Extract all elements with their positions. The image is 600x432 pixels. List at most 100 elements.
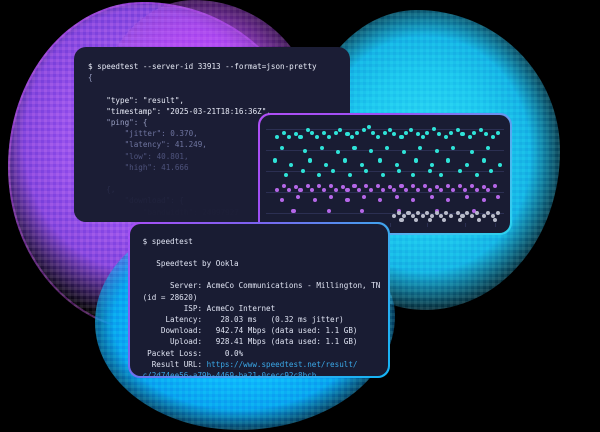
chart-data-point-latency xyxy=(415,210,420,215)
chart-data-point-upload xyxy=(328,183,334,188)
chart-data-point-download xyxy=(371,131,376,136)
chart-data-point-download xyxy=(324,162,329,167)
chart-data-point-upload xyxy=(352,183,357,188)
result-url-link[interactable]: c/2d74ee56-a79b-4469-ba21-0cecc92c8bcb xyxy=(142,371,317,377)
chart-x-tick xyxy=(389,223,391,228)
result-line: c/2d74ee56-a79b-4469-ba21-0cecc92c8bcb xyxy=(143,370,389,376)
chart-data-point-latency xyxy=(439,213,444,219)
result-line: Latency: 28.03 ms (0.32 ms jitter) xyxy=(143,314,389,325)
json-line: "type": "result", xyxy=(88,95,185,105)
chart-data-point-upload xyxy=(364,183,369,188)
chart-data-point-download xyxy=(439,173,444,178)
chart-data-point-latency xyxy=(486,210,491,215)
json-line: "jitter": 0.370, xyxy=(88,129,198,139)
chart-data-point-download xyxy=(361,128,366,133)
chart-data-point-upload xyxy=(392,187,397,192)
chart-data-point-download xyxy=(284,173,289,178)
chart-data-point-download xyxy=(413,158,418,163)
chart-data-point-download xyxy=(314,135,319,140)
result-line: Packet Loss: 0.0% xyxy=(143,348,389,359)
chart-data-point-download xyxy=(448,131,453,136)
chart-data-point-upload xyxy=(328,195,334,200)
chart-data-point-upload xyxy=(357,187,362,192)
chart-data-point-upload xyxy=(282,183,287,188)
chart-x-tick xyxy=(464,223,466,228)
chart-data-point-download xyxy=(455,128,460,133)
chart-data-point-latency xyxy=(392,213,397,219)
chart-data-point-upload xyxy=(394,195,399,200)
chart-data-point-download xyxy=(479,128,484,133)
chart-data-point-download xyxy=(458,168,463,173)
result-url-link[interactable]: https://www.speedtest.net/result/ xyxy=(206,359,358,369)
chart-data-point-download xyxy=(436,132,442,137)
chart-data-point-download xyxy=(317,173,322,178)
chart-data-point-latency xyxy=(413,218,418,223)
chart-data-point-upload xyxy=(274,187,280,192)
chart-data-point-upload xyxy=(291,208,296,213)
json-line xyxy=(88,83,350,94)
result-line-text: Packet Loss: 0.0% xyxy=(142,348,244,358)
chart-data-point-download xyxy=(392,132,397,137)
result-line xyxy=(143,247,389,258)
chart-data-point-download xyxy=(298,135,303,140)
chart-data-point-download xyxy=(432,126,437,132)
chart-data-point-latency xyxy=(441,218,446,223)
chart-data-point-latency xyxy=(493,218,498,223)
terminal-window-result[interactable]: $ speedtest Speedtest by Ookla Server: A… xyxy=(128,222,390,378)
chart-gridline xyxy=(265,149,505,151)
chart-gridline xyxy=(265,212,505,214)
result-line-text: Speedtest by Ookla xyxy=(142,259,239,268)
speedtest-result-text: $ speedtest Speedtest by Ookla Server: A… xyxy=(143,236,389,377)
chart-data-point-latency xyxy=(481,213,486,219)
chart-data-point-download xyxy=(319,145,324,150)
chart-data-point-download xyxy=(359,162,364,167)
chart-data-point-latency xyxy=(434,210,439,215)
chart-data-point-download xyxy=(420,135,425,140)
chart-data-point-upload xyxy=(397,208,402,213)
chart-data-point-download xyxy=(474,173,479,178)
chart-data-point-download xyxy=(401,150,406,155)
chart-data-point-upload xyxy=(451,187,456,192)
chart-data-point-upload xyxy=(495,195,500,200)
chart-window[interactable] xyxy=(258,113,512,235)
chart-data-point-upload xyxy=(380,187,385,192)
chart-data-point-download xyxy=(364,168,369,173)
chart-data-point-upload xyxy=(465,195,470,200)
chart-data-point-upload xyxy=(340,184,345,189)
result-line-text: Server: AcmeCo Communications - Millingt… xyxy=(142,281,381,291)
chart-data-point-download xyxy=(272,158,277,163)
chart-data-point-latency xyxy=(429,213,435,219)
chart-data-point-download xyxy=(279,145,284,150)
chart-x-tick xyxy=(427,223,429,228)
chart-data-point-download xyxy=(366,124,371,129)
chart-data-point-download xyxy=(385,145,390,150)
chart-data-point-upload xyxy=(415,187,420,192)
chart-data-point-upload xyxy=(312,198,317,203)
chart-data-point-latency xyxy=(401,213,406,219)
result-line: (id = 28620) xyxy=(143,292,389,303)
chart-data-point-upload xyxy=(345,187,350,192)
chart-data-point-download xyxy=(498,162,503,167)
chart-data-point-upload xyxy=(359,208,364,213)
chart-data-point-download xyxy=(293,132,298,137)
chart-data-point-upload xyxy=(481,198,486,203)
chart-data-point-upload xyxy=(368,187,373,192)
chart-data-point-download xyxy=(347,173,352,178)
chart-data-point-latency xyxy=(411,213,416,219)
chart-data-point-upload xyxy=(474,187,479,192)
chart-data-point-latency xyxy=(444,210,449,215)
chart-data-point-upload xyxy=(446,183,451,188)
chart-gridline xyxy=(265,170,505,172)
chart-window-body xyxy=(259,114,511,234)
chart-data-point-download xyxy=(354,131,359,136)
chart-data-point-download xyxy=(408,128,413,133)
chart-data-point-download xyxy=(375,135,381,140)
chart-data-point-download xyxy=(483,132,489,137)
chart-data-point-upload xyxy=(411,183,416,188)
chart-data-point-download xyxy=(326,135,331,140)
chart-data-point-upload xyxy=(404,187,409,192)
chart-data-point-upload xyxy=(378,198,383,203)
chart-data-point-latency xyxy=(474,210,479,215)
chart-data-point-upload xyxy=(317,183,322,188)
chart-data-point-download xyxy=(415,132,420,137)
